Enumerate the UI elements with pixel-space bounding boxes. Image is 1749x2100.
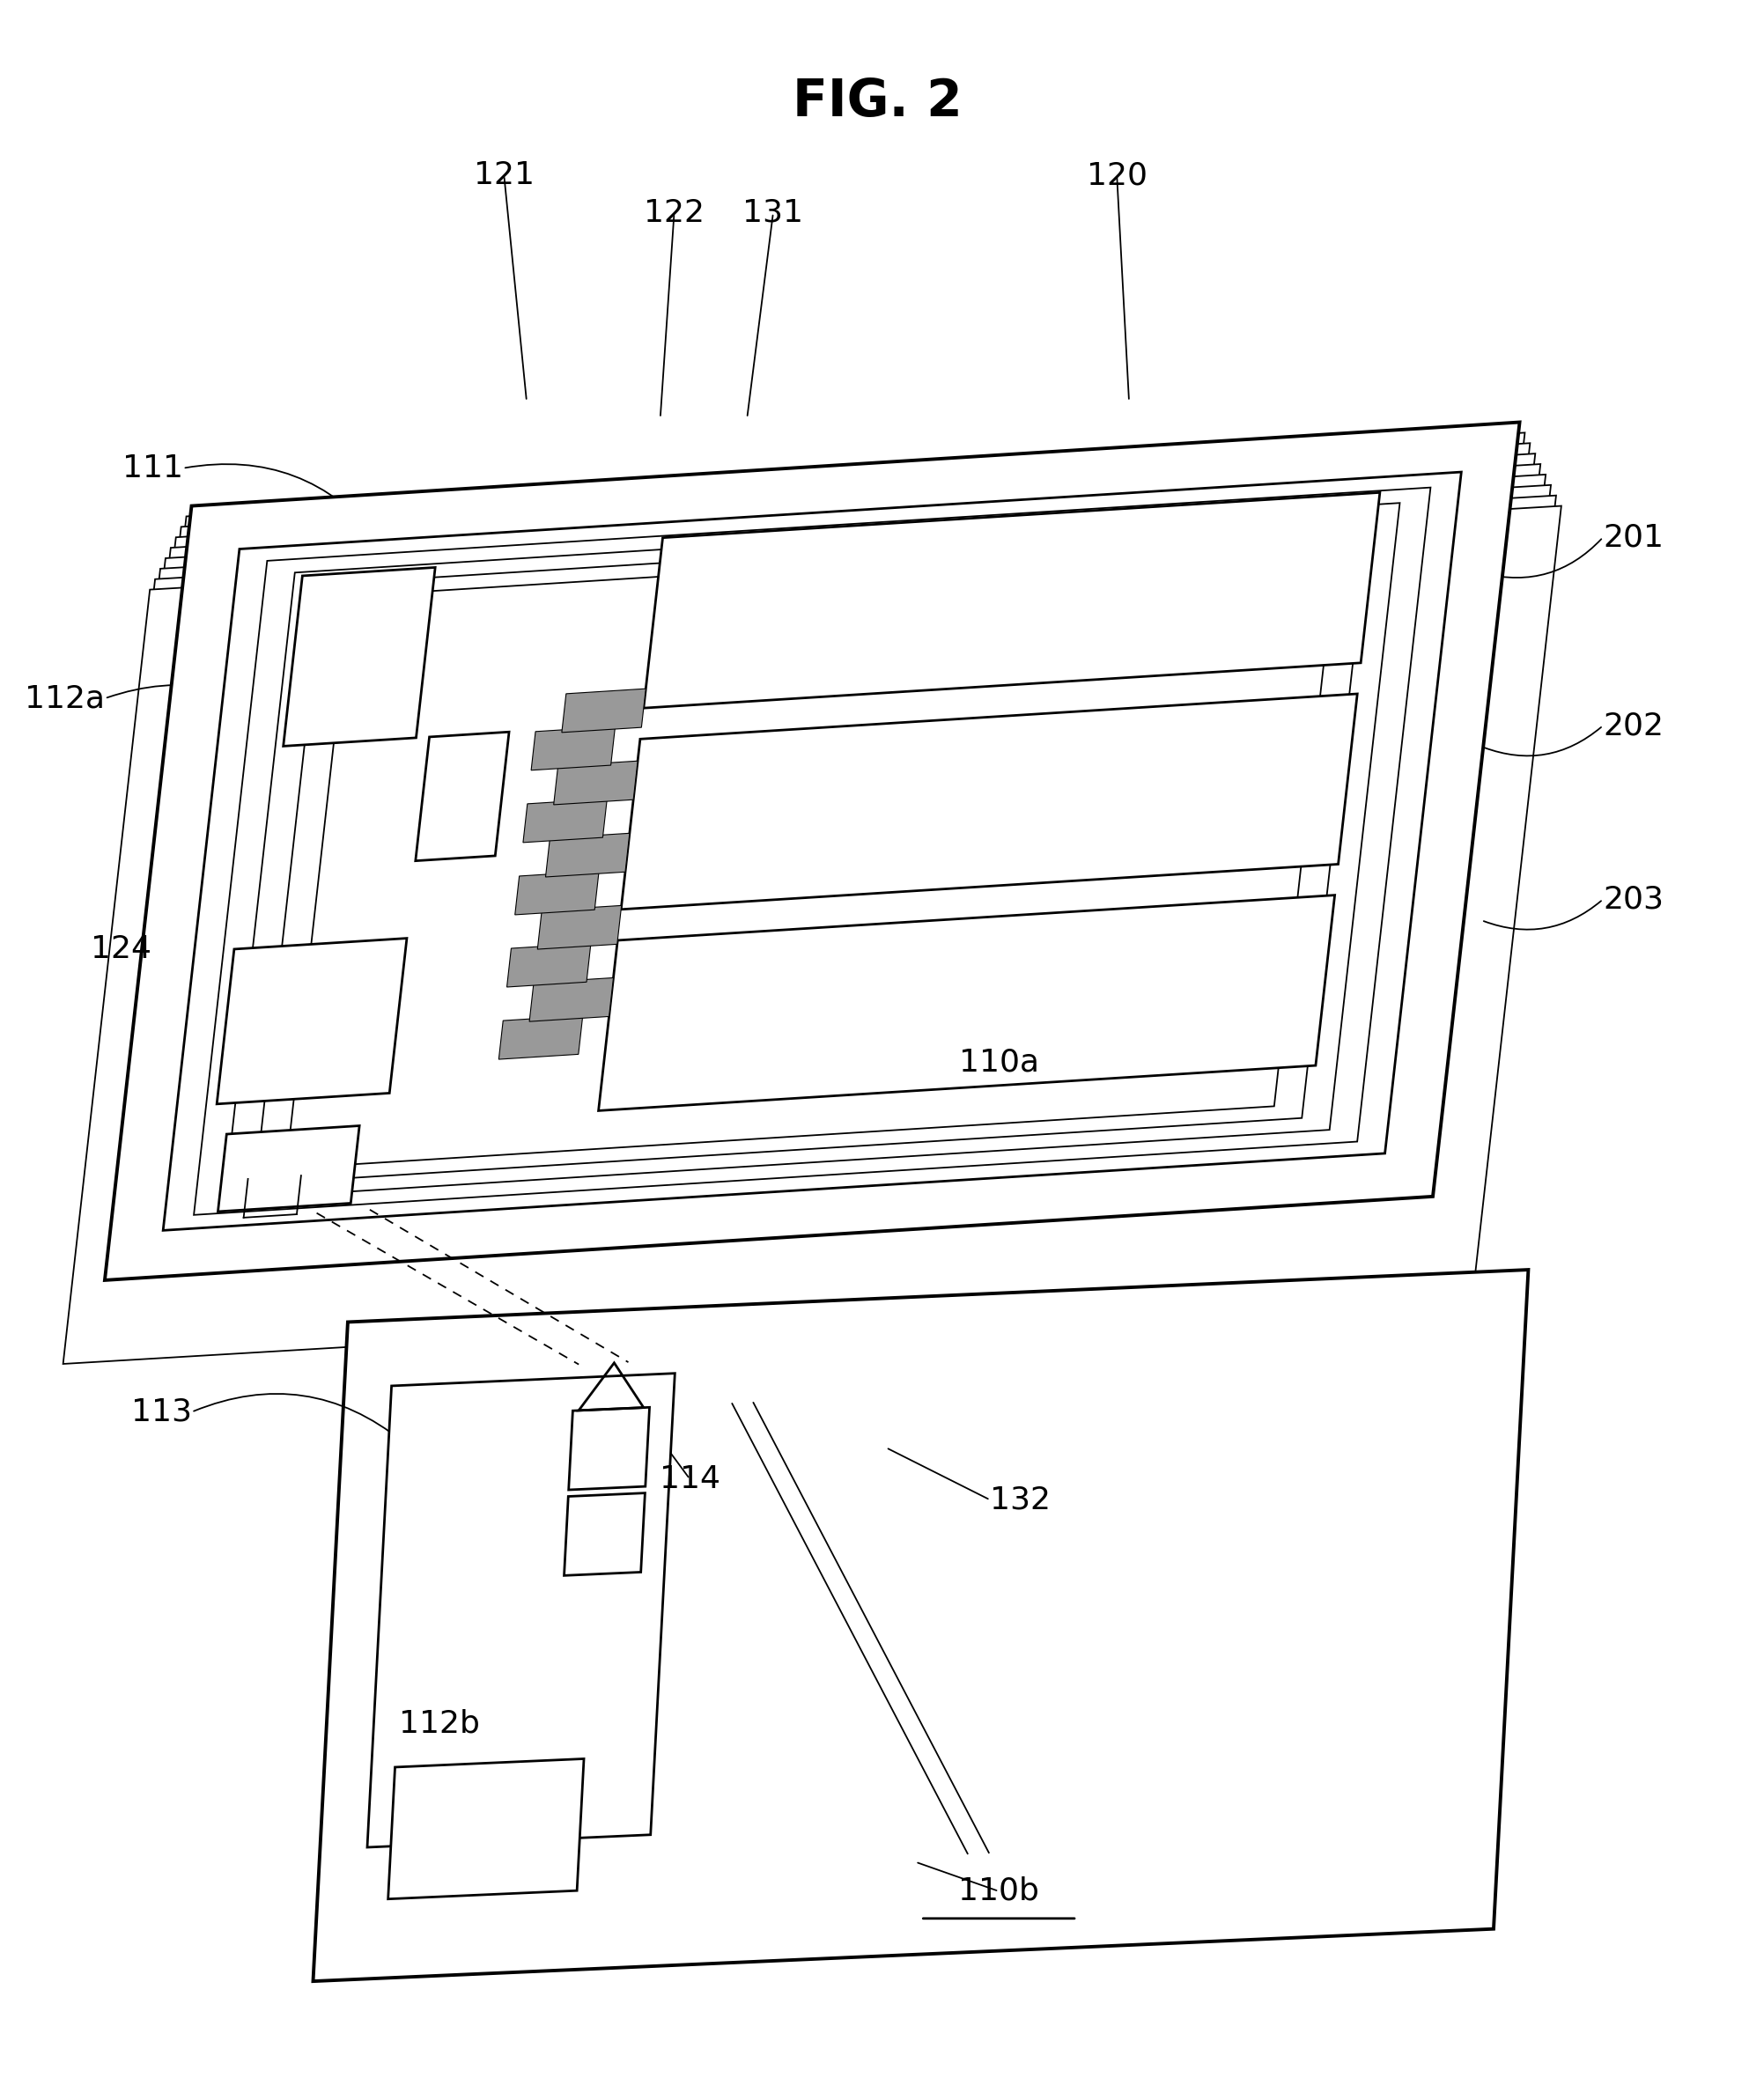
Polygon shape <box>105 422 1520 1281</box>
Polygon shape <box>554 760 638 804</box>
Text: 131: 131 <box>743 197 803 229</box>
Polygon shape <box>532 727 616 771</box>
Polygon shape <box>568 1407 649 1489</box>
Text: 132: 132 <box>990 1485 1051 1514</box>
Text: 121: 121 <box>474 160 535 191</box>
Polygon shape <box>100 433 1525 1292</box>
Polygon shape <box>507 943 591 987</box>
Text: 112b: 112b <box>399 1709 481 1739</box>
Text: 202: 202 <box>1604 710 1663 741</box>
Polygon shape <box>621 693 1357 909</box>
Polygon shape <box>514 872 598 916</box>
Polygon shape <box>388 1760 584 1898</box>
Polygon shape <box>546 834 630 878</box>
Text: 203: 203 <box>1604 884 1663 914</box>
Polygon shape <box>94 443 1530 1302</box>
Polygon shape <box>530 979 614 1021</box>
Polygon shape <box>89 454 1536 1312</box>
Polygon shape <box>68 496 1557 1352</box>
Polygon shape <box>73 485 1551 1344</box>
Text: 110b: 110b <box>958 1875 1039 1907</box>
Text: 124: 124 <box>91 935 152 964</box>
Polygon shape <box>416 733 509 861</box>
Text: 201: 201 <box>1604 523 1663 552</box>
Polygon shape <box>313 1270 1529 1980</box>
Polygon shape <box>537 905 621 949</box>
Polygon shape <box>561 689 645 733</box>
Polygon shape <box>283 567 436 746</box>
Text: 111: 111 <box>122 454 184 483</box>
Polygon shape <box>565 1493 645 1575</box>
Polygon shape <box>79 475 1546 1334</box>
Text: FIG. 2: FIG. 2 <box>792 78 962 128</box>
Text: 112a: 112a <box>24 682 105 714</box>
Polygon shape <box>219 1126 360 1212</box>
Text: 113: 113 <box>131 1397 192 1428</box>
Text: 114: 114 <box>659 1464 721 1493</box>
Polygon shape <box>217 939 408 1105</box>
Polygon shape <box>84 464 1541 1323</box>
Text: 120: 120 <box>1086 160 1147 191</box>
Text: 122: 122 <box>644 197 705 229</box>
Polygon shape <box>63 506 1562 1363</box>
Text: 110a: 110a <box>958 1048 1039 1077</box>
Polygon shape <box>598 895 1334 1111</box>
Polygon shape <box>644 494 1380 708</box>
Polygon shape <box>367 1373 675 1848</box>
Polygon shape <box>523 798 607 842</box>
Polygon shape <box>498 1016 582 1058</box>
